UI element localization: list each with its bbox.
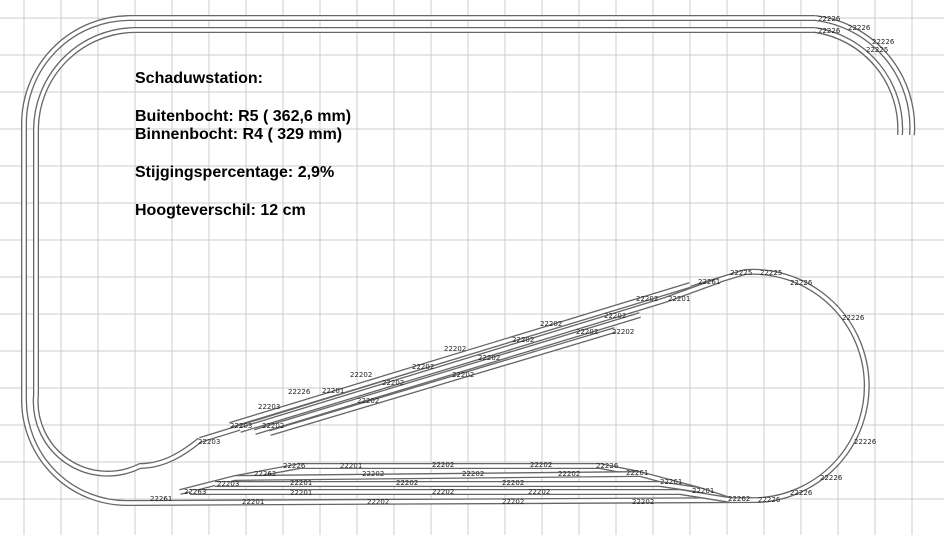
track-label: 22202	[382, 379, 404, 387]
track-label: 22202	[362, 470, 384, 478]
track-label: 22226	[818, 15, 841, 23]
track-label: 22202	[412, 363, 434, 371]
track-label: 22202	[462, 470, 484, 478]
track-label: 22202	[452, 371, 474, 379]
track	[190, 490, 731, 502]
track	[814, 16, 914, 136]
track-label: 22201	[668, 295, 690, 303]
track	[239, 298, 666, 432]
track-label: 22263	[184, 488, 206, 496]
track-label: 22261	[698, 278, 720, 286]
track	[229, 283, 691, 427]
track-label: 22202	[528, 488, 550, 496]
track-label: 22262	[254, 470, 276, 478]
track	[22, 16, 869, 505]
track	[664, 278, 721, 302]
track	[32, 27, 815, 477]
track	[234, 472, 641, 480]
track-label: 22261	[660, 478, 682, 486]
track-label: 22225	[760, 269, 782, 277]
track-label: 22226	[758, 496, 781, 504]
track-label: 22202	[576, 328, 598, 336]
track-label: 22203	[258, 403, 280, 411]
track-label: 22226	[818, 27, 841, 35]
track-label: 22226	[596, 462, 619, 470]
info-line: Stijgingspercentage: 2,9%	[135, 164, 334, 181]
info-line: Buitenbocht: R5 ( 362,6 mm)	[135, 108, 351, 125]
track-label: 22202	[612, 328, 634, 336]
info-line: Binnenbocht: R4 ( 329 mm)	[135, 126, 342, 143]
track-label: 22202	[444, 345, 466, 353]
track-label: 22202	[604, 312, 626, 320]
track	[254, 313, 641, 434]
track-label: 22201	[242, 498, 264, 506]
track-label: 22202	[530, 461, 552, 469]
track-label: 22202	[502, 479, 524, 487]
track-label: 22201	[290, 489, 312, 497]
track-label: 22202	[540, 320, 562, 328]
track-label: 22261	[626, 469, 648, 477]
track-label: 22203	[217, 480, 239, 488]
track-label: 22225	[730, 269, 752, 277]
track-label: 22202	[636, 295, 658, 303]
track-label: 22201	[322, 387, 344, 395]
track-label: 22202	[357, 397, 379, 405]
track-label: 22226	[848, 24, 871, 32]
track-label: 22202	[367, 498, 389, 506]
track-label: 22201	[290, 479, 312, 487]
track-label: 22226	[790, 489, 813, 497]
track-label: 22226	[288, 388, 311, 396]
track	[21, 15, 870, 507]
info-block: Schaduwstation: Buitenbocht: R5 ( 362,6 …	[135, 70, 351, 219]
track-label: 22226	[283, 462, 306, 470]
tracks	[21, 15, 916, 507]
track-label: 22226	[820, 474, 843, 482]
track-label: 22202	[478, 354, 500, 362]
track-label: 22226	[790, 279, 813, 287]
track-label: 22203	[198, 438, 220, 446]
track-label: 22202	[432, 461, 454, 469]
track-label: 22262	[728, 495, 750, 503]
track-label: 22202	[502, 498, 524, 506]
track-label: 22202	[350, 371, 372, 379]
track-label: 22225	[866, 46, 888, 54]
track-label: 22201	[692, 487, 714, 495]
track-label: 22202	[432, 488, 454, 496]
track-label: 22202	[396, 479, 418, 487]
track-label: 22202	[512, 336, 534, 344]
track	[814, 28, 902, 136]
track-label: 22202	[632, 498, 654, 506]
track-label: 22201	[340, 462, 362, 470]
track-label: 22226	[842, 314, 865, 322]
info-line: Hoogteverschil: 12 cm	[135, 202, 306, 219]
track-label: 22226	[872, 38, 895, 46]
track	[33, 28, 815, 476]
track-label: 22202	[262, 422, 284, 430]
track-label: 22261	[150, 495, 172, 503]
track	[215, 482, 701, 492]
track	[269, 328, 616, 435]
info-title: Schaduwstation:	[135, 70, 263, 87]
track-label: 22202	[558, 470, 580, 478]
track-label: 22203	[230, 422, 252, 430]
track-label: 22226	[854, 438, 877, 446]
